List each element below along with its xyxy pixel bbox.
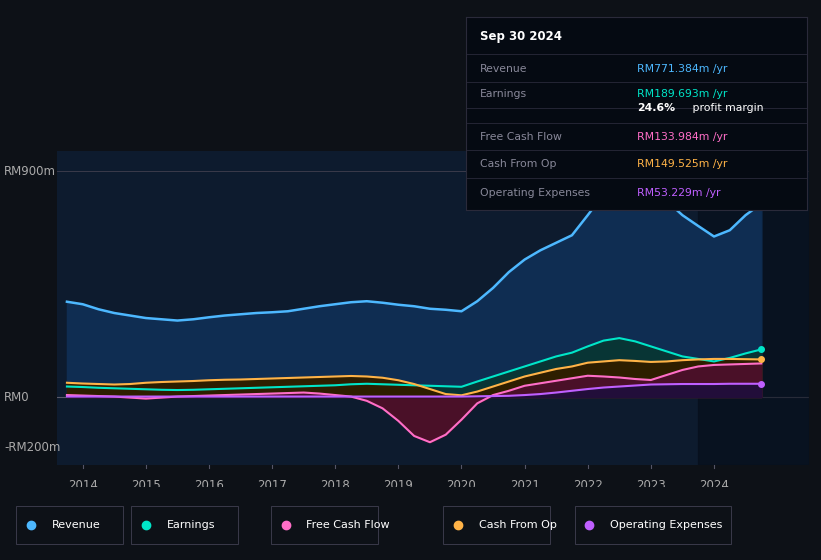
Text: 24.6%: 24.6% (637, 102, 675, 113)
Text: 2016: 2016 (194, 479, 224, 492)
Text: Operating Expenses: Operating Expenses (610, 520, 722, 530)
Bar (698, 151, 809, 465)
Text: RM149.525m /yr: RM149.525m /yr (637, 158, 727, 169)
Text: RM771.384m /yr: RM771.384m /yr (637, 64, 727, 74)
Text: Revenue: Revenue (52, 520, 100, 530)
Text: 2021: 2021 (510, 479, 539, 492)
Text: Cash From Op: Cash From Op (480, 158, 557, 169)
Text: Cash From Op: Cash From Op (479, 520, 557, 530)
Text: -RM200m: -RM200m (4, 441, 61, 454)
Text: 2018: 2018 (320, 479, 350, 492)
Text: 2023: 2023 (636, 479, 666, 492)
Text: profit margin: profit margin (690, 102, 764, 113)
Text: RM133.984m /yr: RM133.984m /yr (637, 132, 727, 142)
Text: Operating Expenses: Operating Expenses (480, 188, 590, 198)
Text: RM900m: RM900m (4, 165, 56, 178)
Text: 2017: 2017 (257, 479, 287, 492)
Text: Earnings: Earnings (167, 520, 215, 530)
Text: RM189.693m /yr: RM189.693m /yr (637, 89, 727, 99)
Text: RM53.229m /yr: RM53.229m /yr (637, 188, 720, 198)
Text: 2019: 2019 (383, 479, 413, 492)
Text: 2024: 2024 (699, 479, 729, 492)
Text: RM0: RM0 (4, 390, 30, 404)
Text: Free Cash Flow: Free Cash Flow (480, 132, 562, 142)
Text: Free Cash Flow: Free Cash Flow (306, 520, 390, 530)
Text: 2022: 2022 (573, 479, 603, 492)
Text: Sep 30 2024: Sep 30 2024 (480, 30, 562, 43)
Text: Revenue: Revenue (480, 64, 527, 74)
Text: 2020: 2020 (447, 479, 476, 492)
Text: Earnings: Earnings (480, 89, 527, 99)
Text: 2014: 2014 (68, 479, 98, 492)
Text: 2015: 2015 (131, 479, 161, 492)
